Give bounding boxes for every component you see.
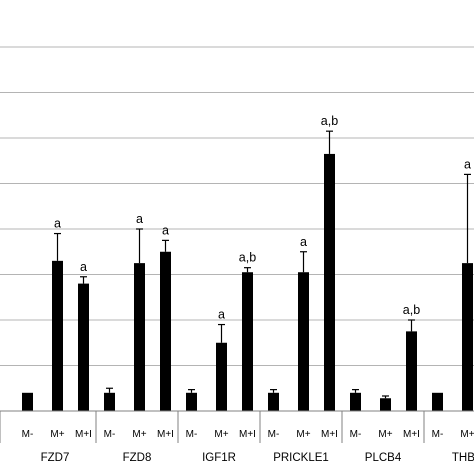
group-label: PRICKLE1 — [273, 452, 329, 464]
bar-tick-label: M- — [104, 429, 116, 440]
bar-tick-label: M- — [22, 429, 34, 440]
significance-label: a — [162, 223, 169, 237]
bar — [432, 392, 443, 411]
significance-label: a — [218, 308, 225, 322]
bar — [186, 392, 197, 411]
significance-label: a,b — [403, 303, 420, 317]
bar — [406, 331, 417, 411]
bar — [104, 392, 115, 411]
bar-tick-label: M+I — [321, 429, 338, 440]
group-label: IGF1R — [202, 452, 236, 464]
bar-tick-label: M+ — [132, 429, 146, 440]
significance-label: a — [80, 260, 87, 274]
bar — [350, 392, 361, 411]
bar-tick-label: M+ — [378, 429, 392, 440]
group-label: FZD7 — [41, 452, 70, 464]
bar — [462, 263, 473, 411]
bar-tick-label: M+I — [75, 429, 92, 440]
significance-label: a — [300, 235, 307, 249]
bar-tick-label: M+ — [50, 429, 64, 440]
bar-tick-label: M- — [350, 429, 362, 440]
bars — [22, 130, 473, 412]
bar-tick-label: M+ — [296, 429, 310, 440]
bar — [78, 283, 89, 411]
bar — [22, 392, 33, 411]
gridlines — [0, 46, 474, 366]
bar-tick-label: M- — [432, 429, 444, 440]
bar — [52, 260, 63, 411]
bar-tick-label: M- — [268, 429, 280, 440]
bar-tick-label: M+ — [460, 429, 474, 440]
bar-tick-label: M- — [186, 429, 198, 440]
group-label: PLCB4 — [365, 452, 402, 464]
significance-label: a — [54, 217, 61, 231]
category-axis — [0, 410, 474, 443]
bar-tick-label: M+I — [157, 429, 174, 440]
bar — [324, 153, 335, 412]
bar — [216, 342, 227, 411]
significance-label: a — [136, 212, 143, 226]
significance-label: a,b — [321, 114, 338, 128]
labels: M+IM-aM+aM+IFZD7M-aM+aM+IFZD8M-aM+a,bM+I… — [22, 114, 474, 464]
bar — [380, 398, 391, 411]
bar-tick-label: M+ — [214, 429, 228, 440]
bar-tick-label: M+I — [403, 429, 420, 440]
bar — [268, 392, 279, 411]
significance-label: a,b — [239, 251, 256, 265]
group-label: THB: — [452, 452, 474, 464]
bar — [160, 251, 171, 411]
significance-label: a — [464, 157, 471, 171]
group-label: FZD8 — [123, 452, 152, 464]
bar — [134, 263, 145, 411]
bar — [298, 272, 309, 411]
bar — [242, 272, 253, 411]
bar-tick-label: M+I — [239, 429, 256, 440]
